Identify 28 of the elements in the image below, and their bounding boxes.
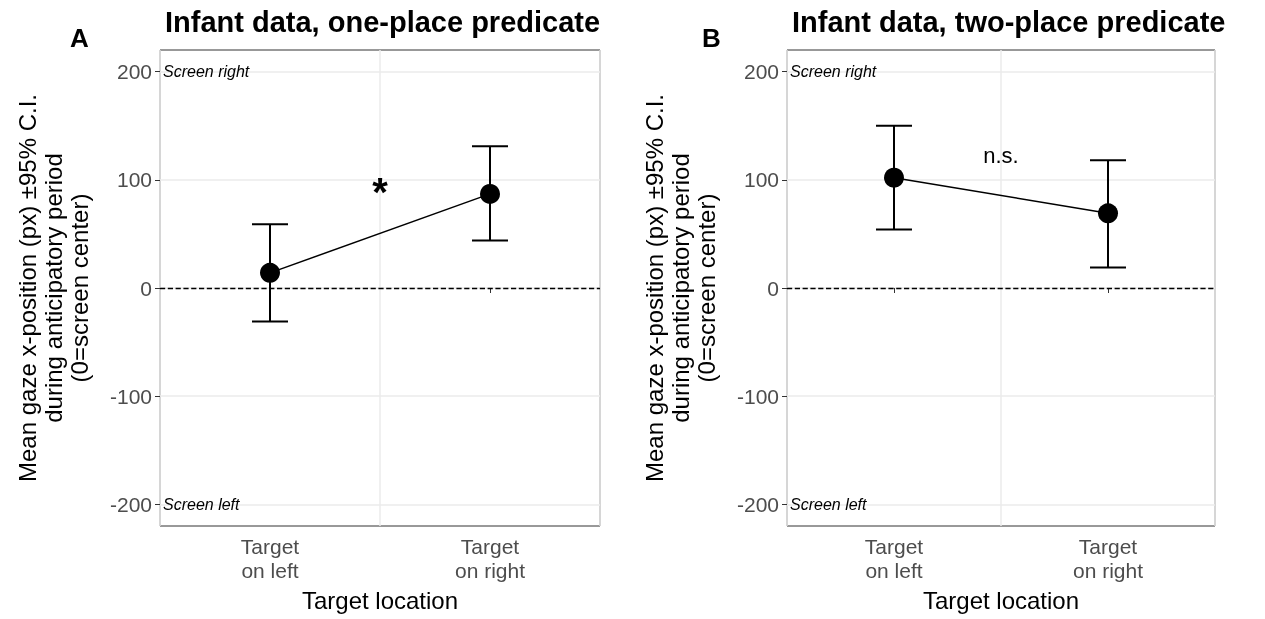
y-tick-label: 0 <box>140 276 152 300</box>
y-axis-title: Mean gaze x-position (px) ±95% C.I. during anticipatory period (0=screen center) <box>13 93 93 483</box>
x-axis-title: Target location <box>922 586 1080 614</box>
x-axis-title: Target location <box>301 586 459 614</box>
chart-title: Infant data, two-place predicate <box>792 5 1226 38</box>
annotation: * <box>372 170 389 214</box>
y-tick-label: -100 <box>109 384 152 408</box>
text: B <box>702 23 721 53</box>
y-tick-label: 100 <box>116 168 152 192</box>
annotation: n.s. <box>983 142 1019 168</box>
y-axis-title: Mean gaze x-position (px) ±95% C.I. during anticipatory period (0=screen center) <box>640 93 720 483</box>
y-tick-label: 0 <box>767 276 779 300</box>
annotation: Screen right <box>163 63 250 81</box>
y-tick-label: 200 <box>116 60 152 84</box>
annotation: Screen right <box>790 63 877 81</box>
x-tick-label: Target on left <box>864 534 924 582</box>
y-tick-label: 200 <box>743 60 779 84</box>
y-tick-label: -200 <box>109 492 152 516</box>
x-tick-label: Target on right <box>1072 534 1144 582</box>
text: A <box>70 23 89 53</box>
y-tick-label: 100 <box>743 168 779 192</box>
y-tick-label: -200 <box>736 492 779 516</box>
annotation: Screen left <box>163 495 241 513</box>
x-tick-label: Target on left <box>240 534 300 582</box>
y-tick-label: -100 <box>736 384 779 408</box>
annotation: Screen left <box>790 495 868 513</box>
x-tick-label: Target on right <box>454 534 526 582</box>
chart-title: Infant data, one-place predicate <box>165 5 601 38</box>
